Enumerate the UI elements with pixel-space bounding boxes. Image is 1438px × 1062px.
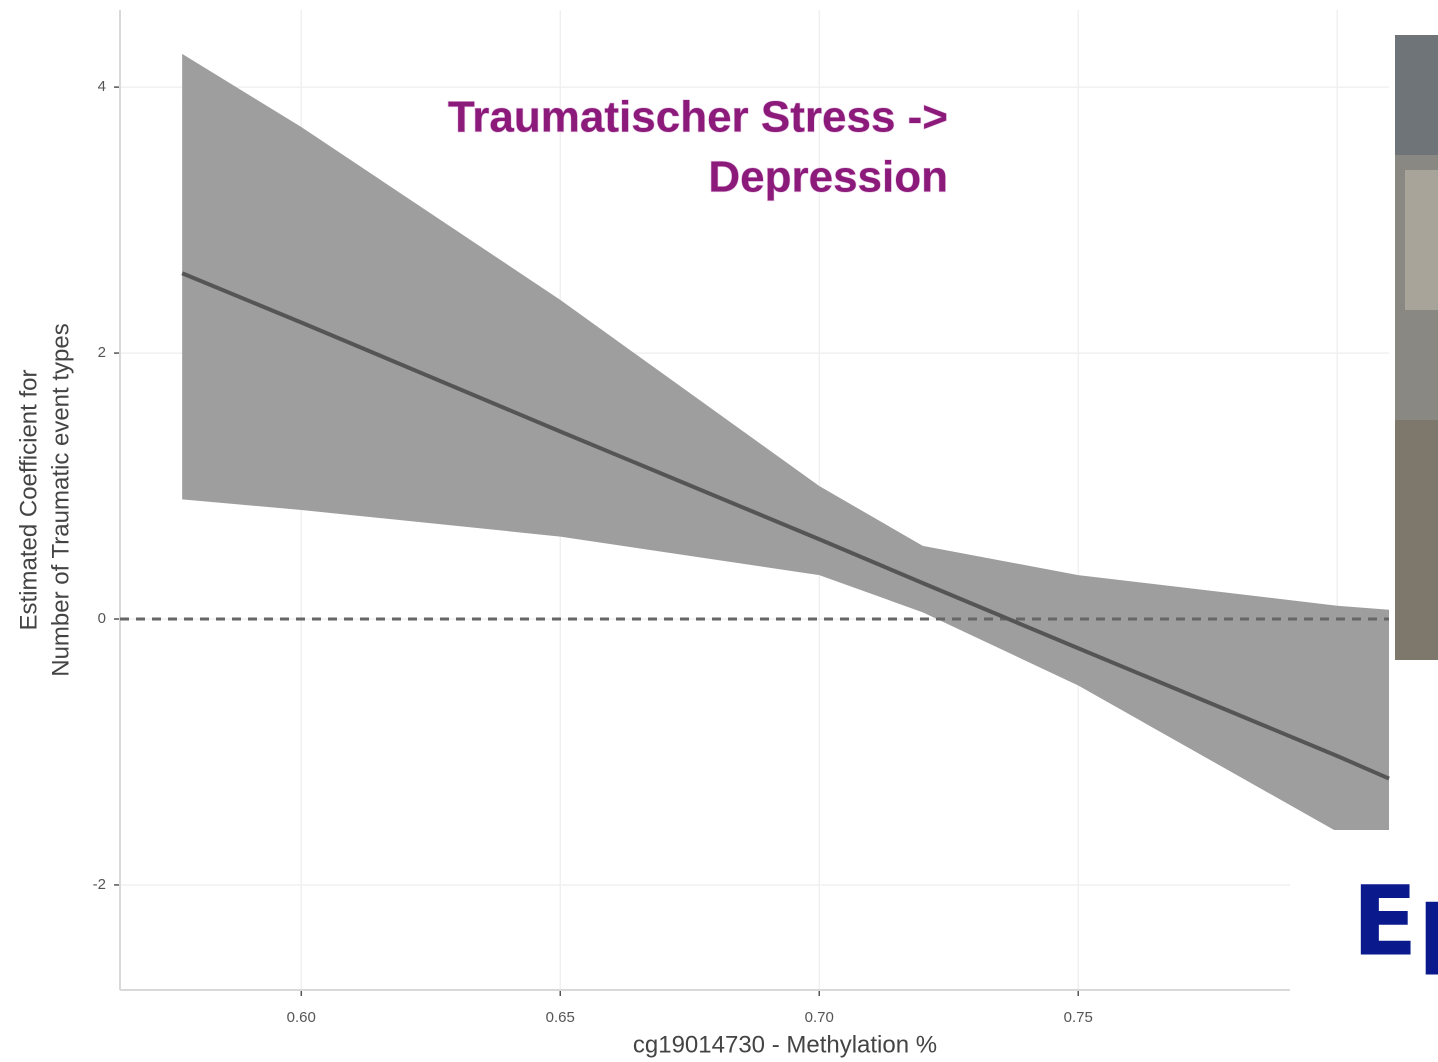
x-tick-label: 0.75 [1064,1009,1093,1026]
photo-building [1405,170,1438,310]
y-axis-title-line2: Number of Traumatic event types [47,323,74,676]
y-tick-label: 4 [98,78,106,95]
y-tick-label: 0 [98,610,106,627]
y-tick-label: 2 [98,344,106,361]
x-tick-label: 0.70 [805,1009,834,1026]
x-tick-label: 0.60 [287,1009,316,1026]
x-axis-title: cg19014730 - Methylation % [633,1031,937,1058]
slide-title-fragment: Ep [1352,865,1438,977]
y-axis-title-line1: Estimated Coefficient for [15,369,42,630]
photo-ground [1395,420,1438,660]
annotation-line1: Traumatischer Stress -> [448,93,948,142]
photo-sky [1395,35,1438,155]
annotation-line2: Depression [708,153,948,202]
confidence-band [182,53,1389,872]
slide-box [1290,830,1438,1062]
fit-line [181,271,1390,781]
x-tick-label: 0.65 [546,1009,575,1026]
y-tick-label: -2 [93,876,106,893]
